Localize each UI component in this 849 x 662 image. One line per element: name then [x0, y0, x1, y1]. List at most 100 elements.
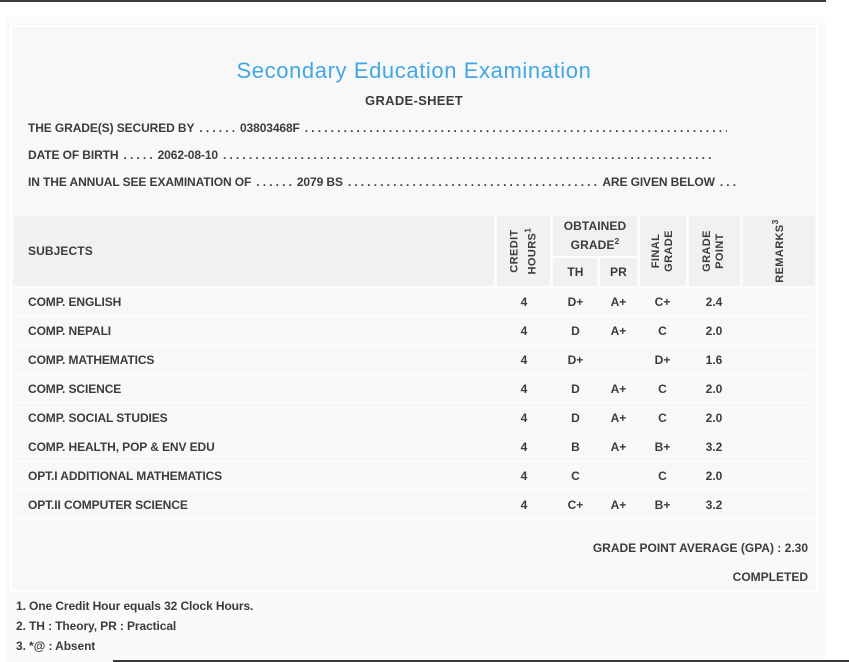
th-grade-cell: C	[551, 460, 599, 490]
remarks-cell	[741, 344, 814, 374]
th-grade-cell: D	[551, 315, 599, 345]
pr-grade-cell: A+	[598, 431, 638, 461]
grade-point-cell: 2.0	[687, 402, 741, 432]
final-grade-cell: B+	[638, 489, 687, 519]
dot-fill: . . . . . . . . . . . . . . . . . . . . …	[304, 121, 727, 135]
credit-hours-cell: 4	[495, 402, 552, 432]
remarks-cell	[741, 431, 814, 461]
dots: . . .	[719, 175, 736, 189]
info-line-secured-by: THE GRADE(S) SECURED BY . . . . . . 0380…	[28, 121, 727, 148]
credit-hours-cell: 4	[495, 431, 552, 461]
gpa-value: 2.30	[784, 541, 808, 555]
final-grade-cell: C	[638, 460, 687, 490]
column-header-final-grade: FINAL GRADE	[636, 216, 687, 287]
gpa-summary: GRADE POINT AVERAGE (GPA) : 2.30	[12, 540, 816, 556]
subject-cell: COMP. HEALTH, POP & ENV EDU	[14, 431, 496, 461]
top-border-line	[0, 0, 826, 2]
th-grade-cell: B	[551, 431, 599, 461]
pr-grade-cell	[598, 460, 638, 490]
credit-hours-cell: 4	[495, 315, 552, 345]
dots: . . . . . .	[256, 175, 292, 189]
footnotes: 1. One Credit Hour equals 32 Clock Hours…	[16, 599, 253, 659]
credit-hours-cell: 4	[495, 460, 552, 490]
credit-hours-cell: 4	[495, 373, 552, 403]
completion-status: COMPLETED	[732, 570, 808, 584]
dot-fill: . . . . . . . . . . . . . . . . . . . . …	[347, 175, 597, 189]
bottom-border-line	[113, 660, 849, 662]
subject-cell: COMP. SOCIAL STUDIES	[14, 402, 496, 432]
grade-point-cell: 3.2	[687, 431, 741, 461]
credit-hours-cell: 4	[495, 344, 552, 374]
secured-by-label: THE GRADE(S) SECURED BY	[28, 121, 195, 135]
th-grade-cell: D+	[551, 344, 599, 374]
credit-hours-cell: 4	[495, 489, 552, 519]
grade-sheet-subtitle: GRADE-SHEET	[365, 93, 463, 108]
empty-table-row	[14, 518, 814, 533]
column-header-pr: PR	[597, 256, 638, 287]
pr-grade-cell: A+	[598, 402, 638, 432]
th-grade-cell: D	[551, 373, 599, 403]
info-line-exam-year: IN THE ANNUAL SEE EXAMINATION OF . . . .…	[28, 175, 736, 202]
subject-cell: COMP. ENGLISH	[14, 286, 496, 316]
final-grade-cell: C	[638, 315, 687, 345]
credit-hours-cell: 4	[495, 286, 552, 316]
pr-grade-cell	[598, 344, 638, 374]
pr-grade-cell: A+	[598, 286, 638, 316]
final-grade-cell: C+	[638, 286, 687, 316]
footnote: 3. *@ : Absent	[16, 639, 96, 653]
are-given-below-suffix: ARE GIVEN BELOW	[602, 175, 715, 189]
dots: . . . . . .	[199, 121, 235, 135]
remarks-cell	[741, 315, 814, 345]
column-header-obtained-grade: OBTAINED GRADE2	[550, 216, 638, 257]
grades-table: SUBJECTS CREDIT HOURS1 OBTAINED GRADE2 F	[14, 216, 814, 533]
table-row: COMP. SOCIAL STUDIES 4 D A+ C 2.0	[14, 402, 814, 432]
column-header-th: TH	[550, 256, 599, 287]
remarks-cell	[741, 489, 814, 519]
dots: . . . . .	[123, 148, 153, 162]
remarks-cell	[741, 373, 814, 403]
grade-point-cell: 1.6	[687, 344, 741, 374]
page-title: Secondary Education Examination	[236, 58, 592, 83]
gpa-label: GRADE POINT AVERAGE (GPA) :	[592, 541, 782, 555]
table-row: COMP. MATHEMATICS 4 D+ D+ 1.6	[14, 344, 814, 374]
student-info: THE GRADE(S) SECURED BY . . . . . . 0380…	[28, 121, 816, 202]
grade-point-cell: 2.0	[687, 373, 741, 403]
footnote: 1. One Credit Hour equals 32 Clock Hours…	[16, 599, 254, 613]
remarks-cell	[741, 460, 814, 490]
table-row: COMP. ENGLISH 4 D+ A+ C+ 2.4	[14, 286, 814, 316]
dot-fill: . . . . . . . . . . . . . . . . . . . . …	[222, 148, 712, 162]
final-grade-cell: D+	[638, 344, 687, 374]
pr-grade-cell: A+	[598, 489, 638, 519]
column-header-remarks: REMARKS3	[739, 216, 814, 287]
student-id-value: 03803468F	[239, 121, 300, 135]
table-row: COMP. NEPALI 4 D A+ C 2.0	[14, 315, 814, 345]
grade-point-cell: 2.0	[687, 460, 741, 490]
th-grade-cell: D+	[551, 286, 599, 316]
dob-label: DATE OF BIRTH	[28, 148, 119, 162]
pr-grade-cell: A+	[598, 315, 638, 345]
th-grade-cell: C+	[551, 489, 599, 519]
pr-grade-cell: A+	[598, 373, 638, 403]
info-line-date-of-birth: DATE OF BIRTH . . . . . 2062-08-10 . . .…	[28, 148, 712, 175]
grade-point-cell: 3.2	[687, 489, 741, 519]
column-header-credit-hours: CREDIT HOURS1	[494, 216, 552, 287]
th-grade-cell: D	[551, 402, 599, 432]
dob-value: 2062-08-10	[157, 148, 218, 162]
grade-point-cell: 2.0	[687, 315, 741, 345]
column-header-subjects: SUBJECTS	[14, 216, 496, 287]
final-grade-cell: B+	[638, 431, 687, 461]
subject-cell: OPT.I ADDITIONAL MATHEMATICS	[14, 460, 496, 490]
subject-cell: COMP. SCIENCE	[14, 373, 496, 403]
table-row: OPT.I ADDITIONAL MATHEMATICS 4 C C 2.0	[14, 460, 814, 490]
exam-label: IN THE ANNUAL SEE EXAMINATION OF	[28, 175, 252, 189]
table-row: COMP. SCIENCE 4 D A+ C 2.0	[14, 373, 814, 403]
column-header-grade-point: GRADE POINT	[685, 216, 741, 287]
subject-cell: COMP. MATHEMATICS	[14, 344, 496, 374]
grade-sheet-panel: Secondary Education Examination GRADE-SH…	[10, 25, 818, 592]
final-grade-cell: C	[638, 402, 687, 432]
remarks-cell	[741, 402, 814, 432]
grade-point-cell: 2.4	[687, 286, 741, 316]
footnote: 2. TH : Theory, PR : Practical	[16, 619, 177, 633]
table-row: COMP. HEALTH, POP & ENV EDU 4 B A+ B+ 3.…	[14, 431, 814, 461]
subject-cell: COMP. NEPALI	[14, 315, 496, 345]
